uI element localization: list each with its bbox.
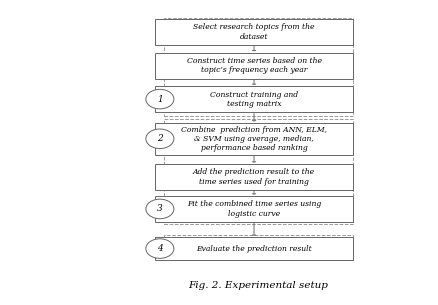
- Circle shape: [146, 129, 174, 149]
- Circle shape: [146, 199, 174, 219]
- Text: 4: 4: [157, 244, 163, 253]
- Text: 1: 1: [157, 95, 163, 104]
- Text: 2: 2: [157, 134, 163, 143]
- FancyBboxPatch shape: [155, 164, 353, 190]
- Circle shape: [146, 239, 174, 258]
- Text: Select research topics from the
dataset: Select research topics from the dataset: [193, 23, 315, 41]
- Text: Construct time series based on the
topic’s frequency each year: Construct time series based on the topic…: [187, 57, 321, 74]
- FancyBboxPatch shape: [155, 237, 353, 260]
- Circle shape: [146, 89, 174, 109]
- Text: Construct training and
testing matrix: Construct training and testing matrix: [210, 91, 298, 108]
- FancyBboxPatch shape: [155, 196, 353, 222]
- FancyBboxPatch shape: [155, 123, 353, 155]
- FancyBboxPatch shape: [155, 19, 353, 45]
- Text: Add the prediction result to the
time series used for training: Add the prediction result to the time se…: [193, 168, 315, 185]
- Text: 3: 3: [157, 204, 163, 214]
- Text: Fit the combined time series using
logistic curve: Fit the combined time series using logis…: [187, 200, 321, 217]
- Text: Evaluate the prediction result: Evaluate the prediction result: [196, 245, 312, 253]
- FancyBboxPatch shape: [155, 86, 353, 112]
- Text: Combine  prediction from ANN, ELM,
& SVM using average, median,
performance base: Combine prediction from ANN, ELM, & SVM …: [181, 126, 327, 152]
- Text: Fig. 2. Experimental setup: Fig. 2. Experimental setup: [188, 281, 328, 290]
- FancyBboxPatch shape: [155, 52, 353, 78]
